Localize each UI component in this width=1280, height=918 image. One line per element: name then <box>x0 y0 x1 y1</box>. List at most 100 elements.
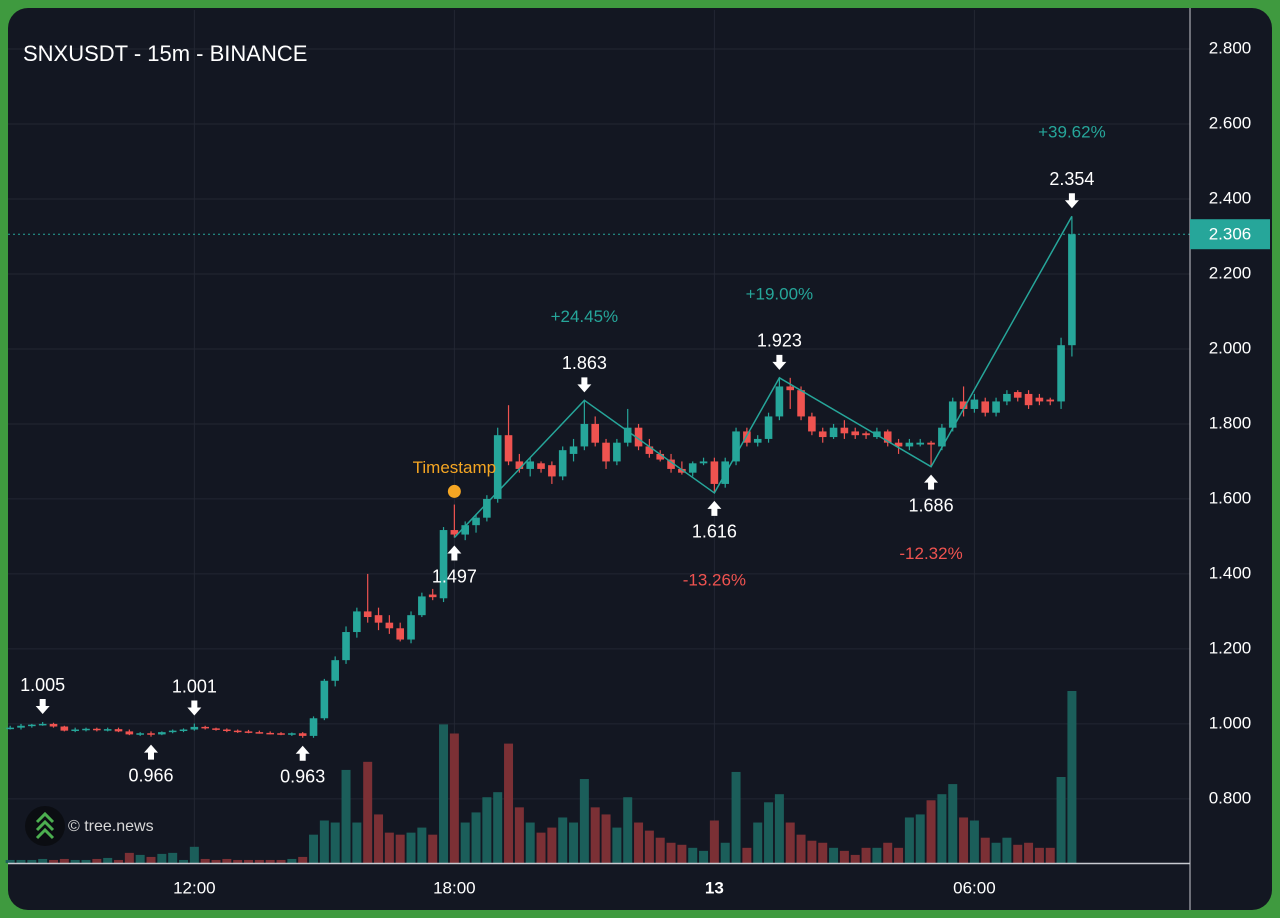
volume-bar <box>211 859 221 863</box>
candle-body <box>288 733 296 735</box>
volume-bar <box>764 802 774 863</box>
candle-body <box>147 733 155 735</box>
volume-bar <box>114 859 124 863</box>
candle-body <box>548 465 556 477</box>
volume-bar <box>395 834 405 863</box>
pivot-label: 1.863 <box>562 353 607 373</box>
candle-body <box>201 726 209 729</box>
candle-body <box>483 498 491 518</box>
candle-body <box>125 731 134 735</box>
candle-body <box>331 660 339 681</box>
watermark: © tree.news <box>68 818 154 835</box>
volume-bar <box>276 859 286 863</box>
timestamp-marker <box>447 484 461 498</box>
volume-bar <box>948 784 958 863</box>
candle-body <box>829 427 838 438</box>
candle-body <box>385 622 394 629</box>
chart-title: SNXUSDT - 15m - BINANCE <box>23 41 307 66</box>
candle-body <box>808 416 816 432</box>
candle-body <box>515 461 524 469</box>
x-tick-label: 13 <box>705 878 724 897</box>
volume-bar <box>677 844 687 863</box>
candle-body <box>396 628 404 640</box>
candle-body <box>753 438 762 443</box>
volume-bar <box>460 822 470 863</box>
candle-body <box>71 729 79 732</box>
volume-bar <box>590 807 600 863</box>
pivot-arrow <box>447 545 462 561</box>
volume-bar <box>254 859 264 863</box>
volume-bar <box>493 792 503 863</box>
volume-bar <box>569 822 579 863</box>
candle-body <box>797 390 805 417</box>
y-tick-label: 2.400 <box>1209 188 1252 207</box>
candle-body <box>418 596 426 616</box>
volume-bar <box>1067 691 1077 863</box>
x-tick-label: 12:00 <box>173 878 216 897</box>
volume-bar <box>644 830 654 863</box>
candle-body <box>320 680 329 719</box>
logo-icon <box>35 811 55 840</box>
candle-body <box>840 427 849 434</box>
candle-body <box>298 733 307 736</box>
candle-body <box>223 729 231 732</box>
candle-body <box>233 730 242 733</box>
y-tick-label: 2.600 <box>1209 113 1252 132</box>
candle-body <box>353 611 361 633</box>
candle-body <box>342 632 350 661</box>
pivot-arrow <box>295 745 310 761</box>
candle-body <box>461 525 469 535</box>
volume-bar <box>959 817 969 863</box>
volume-bar <box>753 822 763 863</box>
pivot-arrow <box>924 474 939 490</box>
volume-bar <box>363 761 373 863</box>
candle-body <box>938 427 946 447</box>
candle-body <box>266 732 274 735</box>
candle-body <box>1046 399 1055 402</box>
candle-body <box>136 733 144 735</box>
candle-body <box>656 453 665 460</box>
volume-bar <box>330 822 340 863</box>
volume-bar <box>774 794 784 863</box>
candle-body <box>905 442 914 447</box>
swing-change: +19.00% <box>746 284 814 303</box>
volume-bar <box>829 847 839 863</box>
volume-bar <box>222 858 232 863</box>
volume-bar <box>818 842 828 863</box>
volume-bar <box>146 856 156 863</box>
candle-body <box>1003 393 1011 402</box>
x-tick-label: 06:00 <box>953 878 996 897</box>
volume-bar <box>482 797 492 863</box>
last-price-box <box>1190 219 1270 250</box>
volume-bar <box>601 814 611 863</box>
candle-body <box>472 517 480 526</box>
candle-body <box>569 446 578 454</box>
pivot-label: 1.005 <box>20 675 65 695</box>
volume-bar <box>547 827 557 863</box>
volume-bar <box>612 827 622 863</box>
candle-body <box>439 530 448 599</box>
volume-bar <box>883 842 893 863</box>
volume-bar <box>785 822 795 863</box>
volume-bar <box>406 832 416 863</box>
candle-body <box>17 725 25 728</box>
volume-bar <box>309 834 319 863</box>
candle-body <box>158 732 166 735</box>
pivot-label: 1.616 <box>692 522 737 542</box>
candle-body <box>38 723 47 726</box>
y-tick-label: 2.000 <box>1209 338 1252 357</box>
volume-bar <box>298 856 308 863</box>
swing-change: +39.62% <box>1038 123 1106 142</box>
volume-bar <box>1045 847 1055 863</box>
candle-body <box>688 463 697 473</box>
volume-bar <box>384 832 394 863</box>
volume-bar <box>92 858 102 863</box>
candle-body <box>970 399 979 409</box>
candle-body <box>699 461 708 464</box>
volume-bar <box>439 724 449 863</box>
candle-body <box>1068 234 1076 346</box>
swing-change: -13.26% <box>683 570 746 589</box>
volume-bar <box>504 743 514 863</box>
volume-bar <box>200 858 210 863</box>
zigzag-line <box>453 215 1073 539</box>
